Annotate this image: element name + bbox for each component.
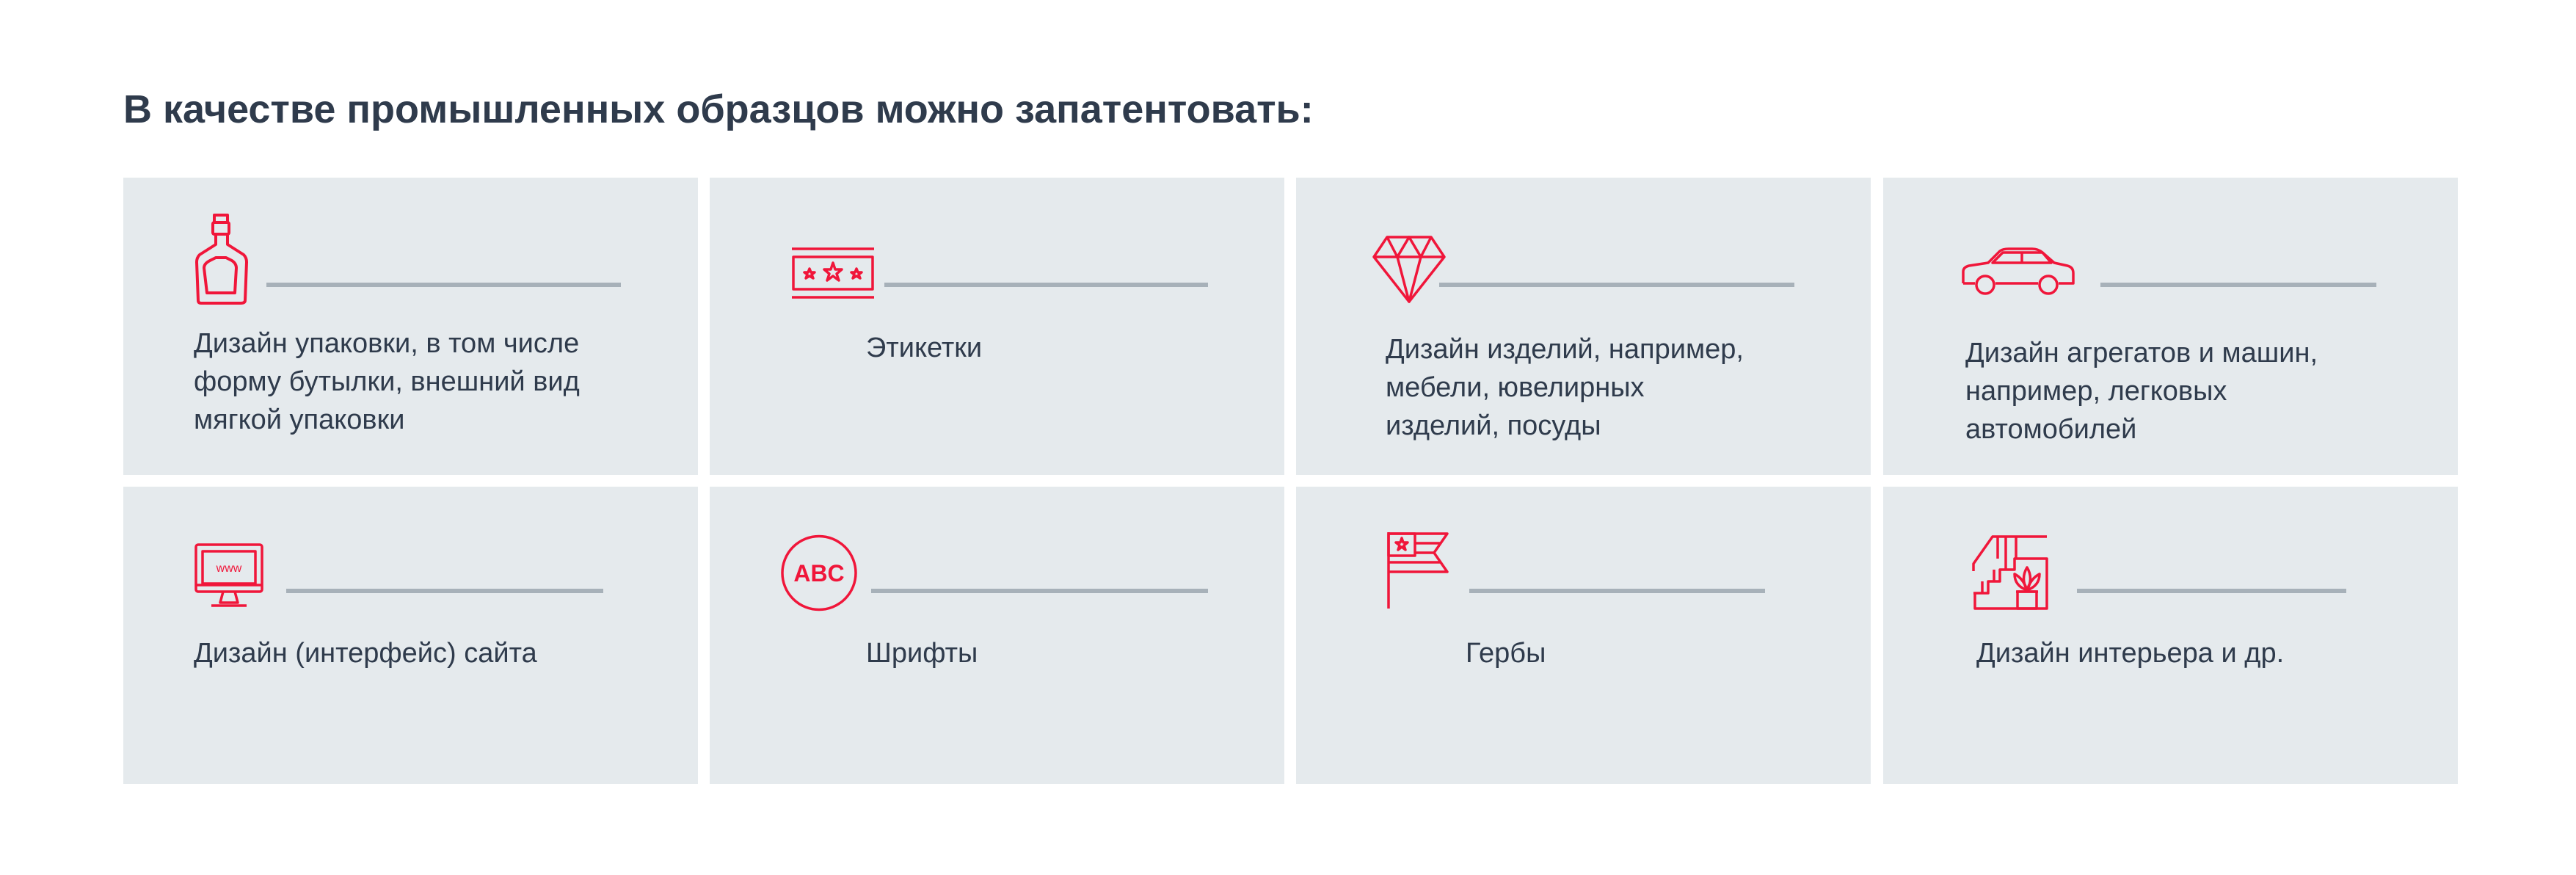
divider-line: [1469, 589, 1765, 593]
divider-line: [266, 283, 621, 287]
flag-icon: [1386, 531, 1449, 610]
divider-line: [2077, 589, 2346, 593]
card-text: Дизайн (интерфейс) сайта: [194, 638, 537, 669]
monitor-icon: www: [194, 542, 264, 610]
divider-line: [1439, 283, 1794, 287]
car-icon: [1960, 247, 2075, 296]
diamond-icon: [1372, 235, 1446, 304]
card-text: Этикетки: [866, 333, 983, 363]
card-packaging: Дизайн упаковки, в том числе форму бутыл…: [123, 178, 698, 475]
card-text: Дизайн изделий, например, мебели, ювелир…: [1386, 334, 1744, 441]
card-products: Дизайн изделий, например, мебели, ювелир…: [1296, 178, 1871, 475]
card-website: www Дизайн (интерфейс) сайта: [123, 487, 698, 784]
divider-line: [286, 589, 603, 593]
bottle-icon: [194, 214, 250, 305]
svg-text:ABC: ABC: [793, 560, 844, 587]
interior-icon: [1972, 534, 2049, 610]
card-labels: Этикетки: [710, 178, 1284, 475]
svg-text:www: www: [216, 562, 242, 575]
card-fonts: ABC Шрифты: [710, 487, 1284, 784]
card-machines: Дизайн агрегатов и машин, например, легк…: [1883, 178, 2458, 475]
label-icon: [790, 247, 876, 299]
divider-line: [2100, 283, 2376, 287]
divider-line: [871, 589, 1208, 593]
page-title: В качестве промышленных образцов можно з…: [123, 87, 1314, 131]
card-text: Шрифты: [866, 638, 978, 669]
card-interior: Дизайн интерьера и др.: [1883, 487, 2458, 784]
divider-line: [884, 283, 1208, 287]
card-text: Дизайн упаковки, в том числе форму бутыл…: [194, 328, 580, 435]
card-text: Дизайн интерьера и др.: [1976, 638, 2285, 669]
card-text: Гербы: [1466, 638, 1546, 669]
font-icon: ABC: [780, 534, 858, 611]
card-text: Дизайн агрегатов и машин, например, легк…: [1965, 338, 2318, 445]
card-emblems: Гербы: [1296, 487, 1871, 784]
